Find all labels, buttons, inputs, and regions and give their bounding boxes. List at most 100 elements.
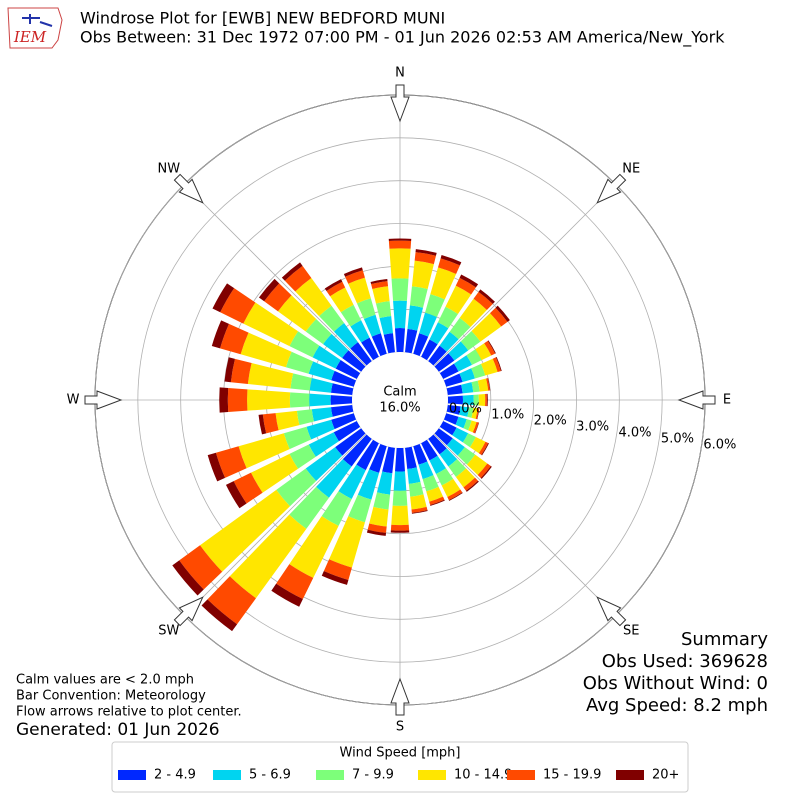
generated: Generated: 01 Jun 2026 — [16, 720, 220, 740]
bar-segment — [348, 277, 371, 304]
bar-segment — [487, 340, 496, 354]
note: Bar Convention: Meteorology — [16, 689, 206, 704]
bar-segment — [407, 467, 421, 484]
bar-segment — [453, 355, 473, 372]
bar-segment — [247, 389, 291, 411]
r-tick-label: 0.0% — [449, 402, 482, 417]
bar-segment — [439, 363, 459, 379]
bar-segment — [369, 506, 389, 527]
bar-segment — [275, 410, 300, 431]
x-tick-label: NW — [157, 161, 180, 176]
summary-title: Summary — [681, 629, 768, 650]
bar-segment — [356, 298, 376, 319]
bar-segment — [452, 427, 469, 443]
bar-segment — [471, 363, 486, 379]
bar-segment — [457, 447, 476, 465]
bar-segment — [308, 432, 339, 457]
legend-label: 10 - 14.9 — [454, 768, 512, 783]
r-tick-label: 1.0% — [491, 408, 524, 423]
bar-segment — [463, 477, 478, 491]
summary-line: Obs Used: 369628 — [602, 651, 768, 672]
bar-segment — [480, 465, 492, 479]
bar-segment — [473, 394, 479, 406]
bar-segment — [462, 433, 476, 448]
bar-segment — [393, 471, 407, 491]
bar-segment — [414, 252, 436, 265]
bar-segment — [356, 439, 379, 471]
legend-swatch — [507, 770, 535, 780]
bar-segment — [211, 320, 229, 349]
bar-segment — [492, 357, 501, 373]
bar-segment — [455, 416, 467, 429]
flow-arrow — [596, 173, 627, 204]
bar-segment — [321, 571, 349, 585]
flow-arrow — [84, 390, 123, 410]
bar-segment — [225, 481, 247, 509]
bar-segment — [333, 421, 361, 442]
bar-segment — [390, 530, 410, 533]
bar-segment — [447, 395, 463, 405]
logo: IEM — [7, 7, 63, 49]
legend-swatch — [118, 770, 146, 780]
summary-line: Avg Speed: 8.2 mph — [586, 695, 768, 716]
bar-segment — [476, 408, 480, 420]
bar-segment — [383, 333, 395, 354]
bar-segment — [330, 383, 354, 395]
bar-segment — [436, 468, 454, 486]
chart-subtitle: Obs Between: 31 Dec 1972 07:00 PM - 01 J… — [80, 28, 725, 48]
bar-segment — [486, 378, 490, 391]
bar-segment — [445, 285, 472, 315]
bar-segment — [478, 394, 486, 406]
bar-segment — [289, 331, 320, 358]
bar-segment — [459, 406, 470, 417]
bar-segment — [330, 287, 354, 313]
bar-segment — [471, 313, 502, 342]
bar-segment — [481, 358, 498, 376]
bar-segment — [271, 583, 303, 607]
bar-segment — [338, 464, 366, 499]
bar-segment — [319, 305, 345, 332]
bar-segment — [311, 407, 333, 422]
note: Calm values are < 2.0 mph — [16, 673, 194, 688]
bar-segment — [289, 392, 310, 408]
bar-segment — [343, 267, 363, 277]
bar-segment — [447, 489, 463, 501]
bar-segment — [392, 490, 408, 506]
bar-segment — [429, 455, 447, 474]
bar-segment — [243, 302, 299, 347]
note: Flow arrows relative to plot center. — [16, 705, 242, 720]
bar-segment — [390, 524, 410, 531]
bar-segment — [407, 305, 424, 331]
logo-icon — [22, 14, 53, 27]
bar-segment — [394, 328, 406, 353]
x-tick-label: S — [396, 720, 404, 735]
bar-segment — [473, 291, 493, 311]
grid-spoke — [433, 184, 616, 367]
flow-arrow-shape — [596, 596, 627, 627]
bar-segment — [284, 265, 312, 292]
bar-segment — [408, 481, 424, 497]
bar-segment — [478, 441, 489, 455]
bar-segment — [477, 378, 489, 392]
bar-segment — [448, 492, 463, 501]
bar-segment — [219, 387, 229, 413]
bar-segment — [172, 560, 204, 596]
bar-segment — [258, 278, 280, 302]
bar-segment — [388, 240, 412, 249]
bar-segment — [309, 378, 333, 393]
flow-arrow-shape — [173, 173, 204, 204]
bar-segment — [495, 305, 510, 322]
bar-segment — [434, 353, 455, 372]
bar-segment — [305, 319, 332, 345]
bar-segment — [430, 499, 445, 506]
bar-segment — [295, 278, 332, 317]
bar-segment — [371, 281, 389, 290]
bar-segment — [463, 419, 472, 431]
bar-segment — [289, 444, 316, 469]
bar-segment — [335, 428, 366, 456]
bar-segment — [421, 339, 438, 361]
bar-segment — [439, 421, 457, 436]
bar-segment — [331, 370, 357, 387]
bar-segment — [459, 298, 487, 327]
bar-segment — [306, 419, 335, 440]
